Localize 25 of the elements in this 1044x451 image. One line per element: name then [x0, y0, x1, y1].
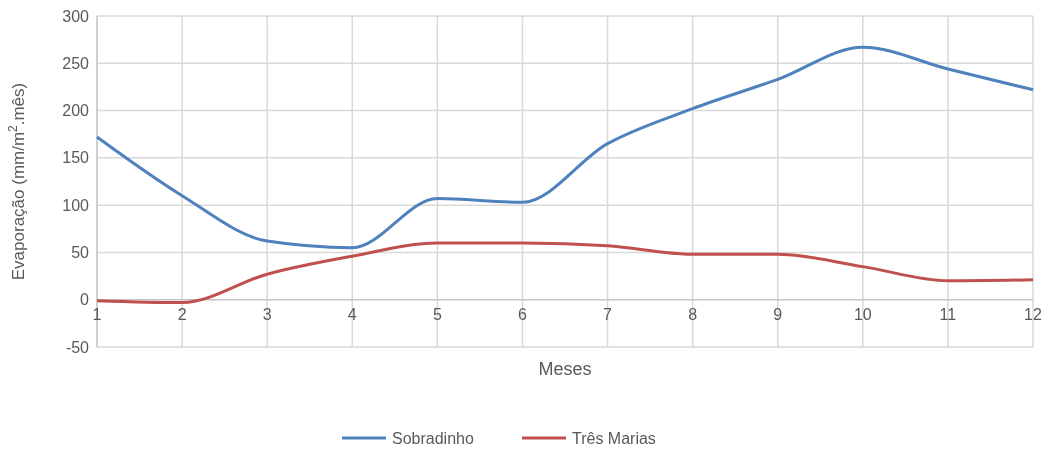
x-tick-label: 7 — [603, 305, 613, 323]
x-tick-label: 5 — [432, 305, 442, 323]
y-tick-label: 200 — [62, 102, 90, 120]
y-tick-label: 300 — [62, 7, 90, 25]
x-tick-label: 12 — [1024, 305, 1042, 323]
x-tick-label: 9 — [773, 305, 783, 323]
legend-label: Três Marias — [572, 429, 656, 447]
y-tick-label: 100 — [62, 196, 90, 214]
y-tick-label: -50 — [65, 338, 90, 356]
y-tick-label: 250 — [62, 54, 90, 72]
x-tick-label: 2 — [177, 305, 187, 323]
x-tick-label: 3 — [262, 305, 272, 323]
line-series — [95, 45, 1035, 250]
y-tick-label: 50 — [71, 244, 90, 262]
x-tick-label: 1 — [92, 305, 102, 323]
y-tick-label: 150 — [62, 149, 90, 167]
legend-label: Sobradinho — [392, 429, 474, 447]
line-series — [95, 241, 1035, 305]
x-tick-label: 8 — [688, 305, 698, 323]
x-axis-title: Meses — [538, 359, 592, 379]
y-tick-label: 0 — [80, 291, 90, 309]
x-tick-label: 4 — [347, 305, 357, 323]
x-tick-label: 6 — [518, 305, 527, 323]
x-tick-label: 10 — [853, 305, 872, 323]
x-tick-label: 11 — [939, 305, 957, 323]
